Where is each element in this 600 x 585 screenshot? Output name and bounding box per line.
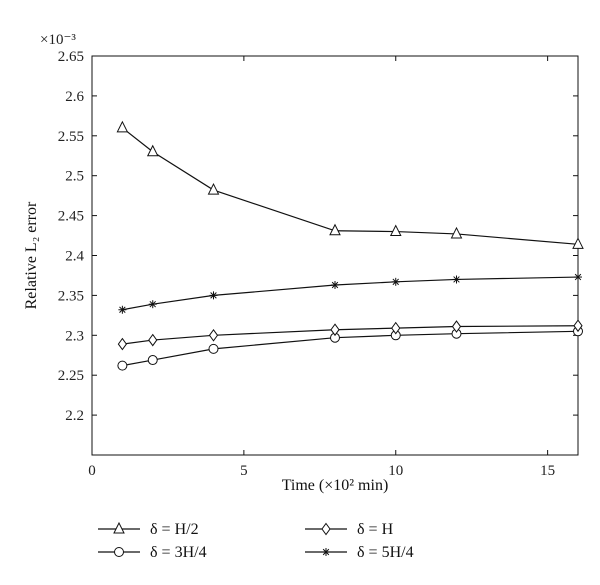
data-point-2-1: [148, 333, 158, 347]
data-point-2-0: [117, 337, 127, 351]
legend-label-0: δ = H/2: [150, 521, 199, 538]
data-point-1-1: [147, 355, 158, 366]
data-point-3-5: [452, 275, 461, 284]
data-point-3-4: [391, 277, 400, 286]
legend-marker-1: [114, 547, 124, 557]
legend-marker-3: [322, 548, 330, 556]
series-1: [117, 326, 583, 371]
plot-area: 0 5 10 15 2.2 2.25 2.3 2.35 2.4 2.45 2.5 2.55 2.6 2.6…: [58, 49, 579, 479]
series-line-2: [122, 325, 579, 345]
data-point-0-4: [389, 224, 402, 237]
x-tick-label-3: 15: [540, 463, 555, 479]
series-line-1: [122, 330, 579, 367]
y-tick-label-4: 2.4: [65, 249, 84, 265]
data-point-0-5: [450, 226, 463, 239]
y-tick-label-1: 2.25: [58, 368, 84, 384]
legend-item-3: δ = 5H/4: [305, 544, 414, 561]
y-axis-label: Relative L₂ error: [23, 201, 40, 309]
legend-marker-0: [113, 521, 125, 534]
y-tick-label-3: 2.35: [58, 288, 84, 304]
legend-label-2: δ = H: [357, 521, 394, 538]
data-point-0-3: [329, 223, 341, 236]
data-point-2-6: [573, 319, 583, 333]
x-tick-label-1: 5: [240, 463, 248, 479]
data-point-3-1: [148, 300, 157, 309]
data-point-2-4: [391, 321, 401, 335]
series-line-0: [122, 127, 579, 245]
y-tick-label-5: 2.45: [58, 209, 84, 225]
data-point-3-6: [574, 273, 582, 282]
x-axis-label: Time (×10² min): [282, 477, 389, 494]
x-tick-label-2: 10: [388, 463, 403, 479]
legend: δ = H/2 δ = 3H/4 δ = H δ = 5H/4: [98, 521, 414, 561]
data-point-3-0: [118, 305, 127, 314]
series-2: [117, 319, 583, 351]
plot-frame: [91, 55, 579, 456]
legend-marker-2: [321, 522, 331, 536]
x-tick-label-0: 0: [88, 463, 96, 479]
y-tick-label-0: 2.2: [65, 408, 84, 424]
data-point-1-2: [208, 343, 219, 354]
data-point-0-0: [116, 120, 129, 133]
legend-label-3: δ = 5H/4: [357, 544, 414, 561]
y-tick-label-6: 2.5: [65, 169, 84, 185]
y-tick-label-8: 2.6: [65, 89, 84, 105]
legend-item-2: δ = H: [305, 521, 394, 538]
series-line-3: [122, 276, 579, 311]
data-point-3-3: [331, 281, 339, 290]
y-tick-label-2: 2.3: [65, 328, 84, 344]
data-point-2-2: [208, 328, 219, 342]
legend-item-1: δ = 3H/4: [98, 544, 207, 561]
data-point-0-1: [146, 144, 159, 157]
data-point-2-3: [330, 323, 340, 337]
y-tick-label-9: 2.65: [58, 49, 84, 65]
y-axis-multiplier: ×10⁻³: [40, 32, 76, 48]
series-layer: [116, 120, 584, 371]
series-3: [118, 273, 582, 314]
legend-item-0: δ = H/2: [98, 521, 199, 538]
data-point-3-2: [209, 291, 218, 300]
data-point-1-0: [117, 360, 128, 371]
data-point-0-6: [572, 237, 584, 249]
legend-label-1: δ = 3H/4: [150, 544, 207, 561]
data-point-2-5: [451, 320, 462, 333]
series-0: [116, 120, 584, 249]
y-tick-label-7: 2.55: [58, 129, 84, 145]
data-point-0-2: [207, 182, 220, 195]
